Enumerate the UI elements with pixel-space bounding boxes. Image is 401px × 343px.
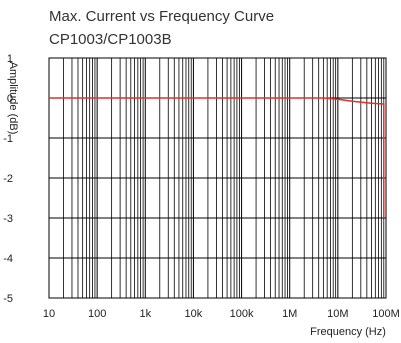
y-tick-label: -5 xyxy=(3,293,13,305)
x-axis-label: Frequency (Hz) xyxy=(310,326,386,338)
y-tick-label: -1 xyxy=(3,133,13,145)
plot-frame xyxy=(48,57,387,299)
y-tick-label: 0 xyxy=(7,93,13,105)
x-tick-label: 1M xyxy=(282,308,297,320)
y-tick-label: -3 xyxy=(3,213,13,225)
x-tick-label: 10M xyxy=(327,308,348,320)
x-tick-label: 100 xyxy=(88,308,106,320)
chart-subtitle: CP1003/CP1003B xyxy=(49,31,172,48)
y-tick-label: 1 xyxy=(7,53,13,65)
x-tick-label: 100M xyxy=(372,308,400,320)
grid-lines xyxy=(48,57,386,299)
series-line xyxy=(49,97,385,218)
y-axis-ticks: 1 0 -1 -2 -3 -4 -5 xyxy=(3,53,13,305)
y-axis-label: Amplitude (dB) xyxy=(7,62,19,135)
x-axis-ticks: 10 100 1k 10k 100k 1M 10M 100M xyxy=(43,308,400,320)
x-tick-label: 10 xyxy=(43,308,55,320)
y-tick-label: -4 xyxy=(3,253,13,265)
x-tick-label: 1k xyxy=(139,308,151,320)
y-tick-label: -2 xyxy=(3,173,13,185)
x-tick-label: 100k xyxy=(230,308,254,320)
x-tick-label: 10k xyxy=(185,308,203,320)
series-group xyxy=(49,97,385,218)
chart-title: Max. Current vs Frequency Curve xyxy=(49,8,275,25)
